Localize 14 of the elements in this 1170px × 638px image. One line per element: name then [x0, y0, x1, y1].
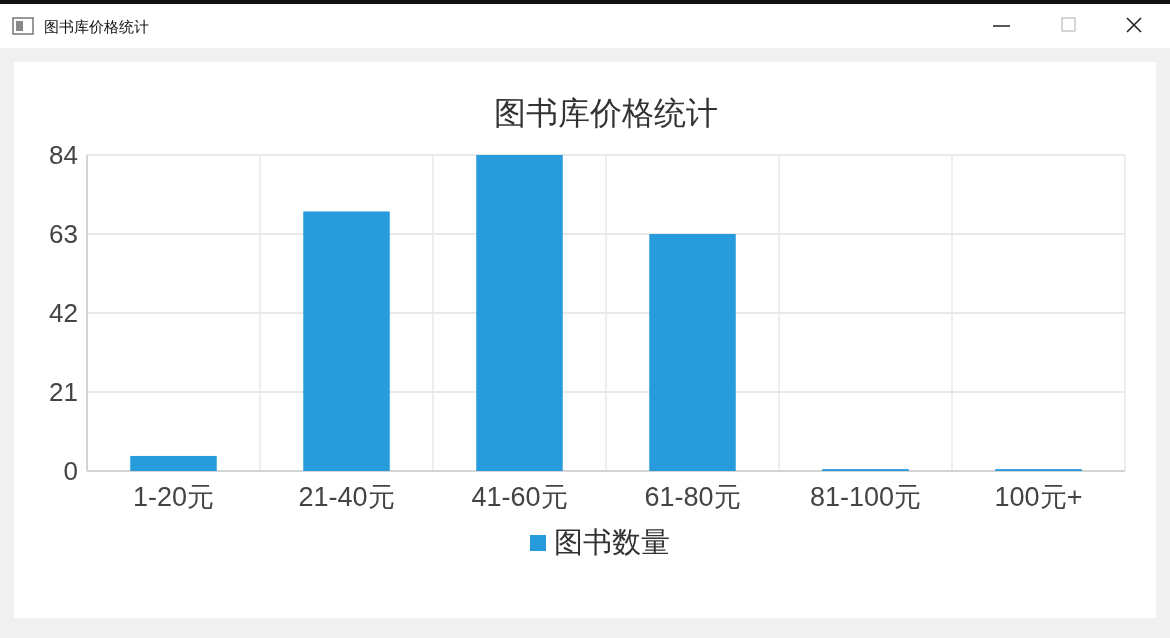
- ytick: 21: [49, 377, 78, 407]
- legend-label: 图书数量: [554, 526, 670, 558]
- title: 图书库价格统计: [494, 95, 718, 131]
- ytick: 84: [49, 140, 78, 170]
- ytick: 63: [49, 219, 78, 249]
- xtick: 21-40元: [298, 482, 395, 512]
- xtick: 61-80元: [644, 482, 741, 512]
- xtick: 100元+: [994, 482, 1083, 512]
- xtick: 81-100元: [809, 482, 922, 512]
- xtick: 1-20元: [133, 482, 214, 512]
- annotation: 图书库价格统计: [44, 18, 149, 35]
- ytick: 42: [49, 298, 78, 328]
- ytick: 0: [63, 456, 78, 486]
- xtick: 41-60元: [471, 482, 568, 512]
